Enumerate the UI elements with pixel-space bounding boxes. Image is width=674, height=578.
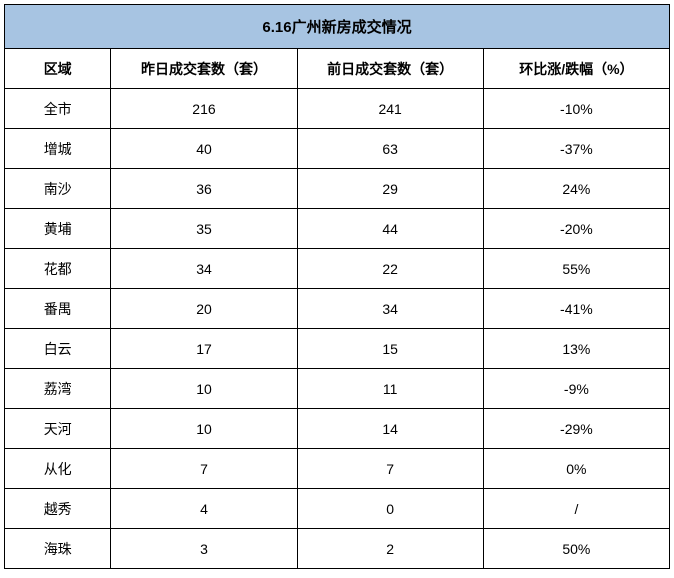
table-cell: 55% — [483, 249, 669, 289]
table-cell: 34 — [111, 249, 297, 289]
table-cell: 34 — [297, 289, 483, 329]
col-header-previous: 前日成交套数（套） — [297, 49, 483, 89]
table-row: 全市216241-10% — [5, 89, 670, 129]
table-cell: 20 — [111, 289, 297, 329]
table-row: 花都342255% — [5, 249, 670, 289]
table-cell: -29% — [483, 409, 669, 449]
table-cell: 从化 — [5, 449, 111, 489]
table-cell: 天河 — [5, 409, 111, 449]
table-cell: 14 — [297, 409, 483, 449]
table-cell: 216 — [111, 89, 297, 129]
table-cell: 24% — [483, 169, 669, 209]
table-cell: 0 — [297, 489, 483, 529]
table-cell: 2 — [297, 529, 483, 569]
table-title: 6.16广州新房成交情况 — [5, 5, 670, 49]
table-cell: 3 — [111, 529, 297, 569]
table-row: 荔湾1011-9% — [5, 369, 670, 409]
table-cell: 花都 — [5, 249, 111, 289]
table-cell: 35 — [111, 209, 297, 249]
table-cell: 17 — [111, 329, 297, 369]
table-row: 从化770% — [5, 449, 670, 489]
table-row: 白云171513% — [5, 329, 670, 369]
table-cell: 7 — [111, 449, 297, 489]
table-cell: 0% — [483, 449, 669, 489]
table-cell: 11 — [297, 369, 483, 409]
table-cell: 10 — [111, 409, 297, 449]
table-cell: 44 — [297, 209, 483, 249]
table-cell: 63 — [297, 129, 483, 169]
table-row: 海珠3250% — [5, 529, 670, 569]
table-cell: 36 — [111, 169, 297, 209]
table-cell: 4 — [111, 489, 297, 529]
table-cell: 全市 — [5, 89, 111, 129]
table-cell: -37% — [483, 129, 669, 169]
table-cell: 7 — [297, 449, 483, 489]
table-cell: 50% — [483, 529, 669, 569]
table-row: 番禺2034-41% — [5, 289, 670, 329]
table-cell: -10% — [483, 89, 669, 129]
table-cell: 10 — [111, 369, 297, 409]
table-body: 全市216241-10%增城4063-37%南沙362924%黄埔3544-20… — [5, 89, 670, 569]
table-cell: 海珠 — [5, 529, 111, 569]
table-cell: -9% — [483, 369, 669, 409]
table-cell: -41% — [483, 289, 669, 329]
table-cell: / — [483, 489, 669, 529]
col-header-change: 环比涨/跌幅（%） — [483, 49, 669, 89]
table-cell: 番禺 — [5, 289, 111, 329]
table-cell: 荔湾 — [5, 369, 111, 409]
table-row: 天河1014-29% — [5, 409, 670, 449]
table-cell: 13% — [483, 329, 669, 369]
table-cell: 白云 — [5, 329, 111, 369]
table-cell: 22 — [297, 249, 483, 289]
transactions-table: 6.16广州新房成交情况 区域 昨日成交套数（套） 前日成交套数（套） 环比涨/… — [4, 4, 670, 569]
table-cell: 241 — [297, 89, 483, 129]
table-cell: 40 — [111, 129, 297, 169]
table-cell: 黄埔 — [5, 209, 111, 249]
col-header-yesterday: 昨日成交套数（套） — [111, 49, 297, 89]
table-row: 越秀40/ — [5, 489, 670, 529]
table-cell: 增城 — [5, 129, 111, 169]
table-row: 黄埔3544-20% — [5, 209, 670, 249]
table-row: 增城4063-37% — [5, 129, 670, 169]
col-header-region: 区域 — [5, 49, 111, 89]
table-cell: -20% — [483, 209, 669, 249]
table-cell: 29 — [297, 169, 483, 209]
table-row: 南沙362924% — [5, 169, 670, 209]
table-cell: 15 — [297, 329, 483, 369]
table-cell: 南沙 — [5, 169, 111, 209]
table-cell: 越秀 — [5, 489, 111, 529]
